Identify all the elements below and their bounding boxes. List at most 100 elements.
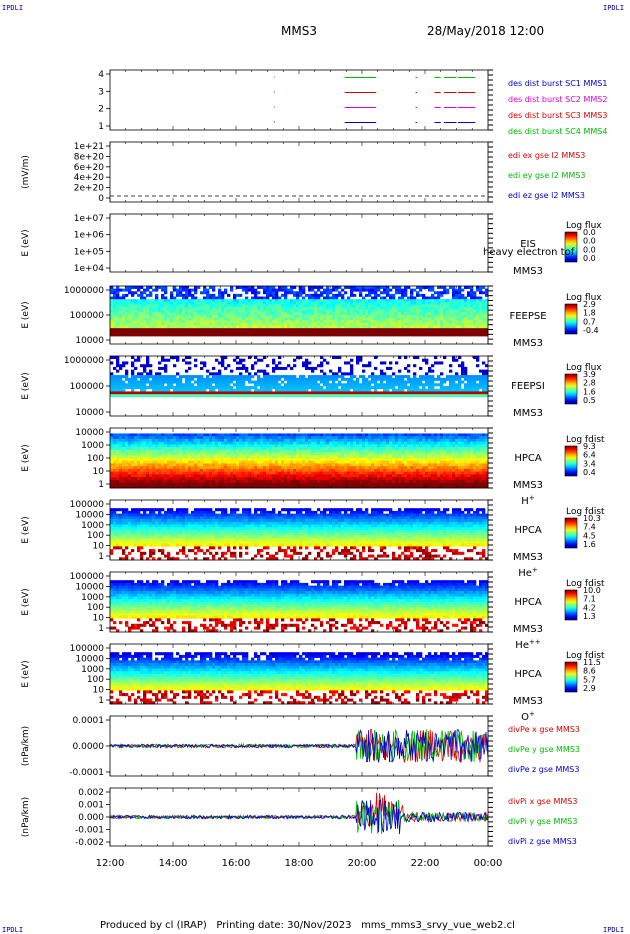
feeps_e-cell [380,304,384,308]
feeps_i-cell [302,391,306,395]
hpca_h-cell [161,458,165,462]
feeps_e-cell [317,299,321,303]
feeps_e-cell [116,320,120,324]
feeps_e-cell [236,320,240,324]
feeps_e-cell [386,288,390,292]
hpca_h-cell [158,447,162,451]
feeps_i-cell [452,383,456,387]
hpca_h-cell [248,447,252,451]
feeps_i-cell [200,375,204,379]
hpca_h-cell [296,438,300,442]
feeps_e-cell [416,301,420,305]
feeps_e-cell [296,307,300,311]
hpca_h-cell [173,438,177,442]
feeps_e-cell [266,328,270,332]
hpca_h-cell [119,458,123,462]
feeps_e-cell [404,288,408,292]
feeps_e-cell [176,312,180,316]
feeps_i-cell [230,394,234,398]
feeps_i-cell [461,369,465,373]
hpca_h-cell [215,447,219,451]
hpca_h-cell [152,477,156,481]
hpca_h-cell [194,433,198,437]
feeps_e-cell [443,317,447,321]
feeps_e-cell [131,325,135,329]
hpca_h-cell [179,468,183,472]
feeps_e-cell [386,304,390,308]
hpca_h-cell [272,433,276,437]
feeps_e-cell [242,312,246,316]
feeps_e-cell [311,309,315,313]
feeps_e-cell [206,320,210,324]
feeps_i-cell [467,386,471,390]
feeps_i-cell [461,375,465,379]
feeps_e-cell [359,307,363,311]
feeps_i-cell [305,391,309,395]
feeps_e-cell [416,299,420,303]
feeps_e-cell [425,325,429,329]
feeps_e-cell [221,320,225,324]
feeps_e-cell [131,312,135,316]
feeps_e-cell [248,312,252,316]
feeps_e-cell [311,320,315,324]
feeps_e-cell [218,312,222,316]
feeps_e-cell [260,330,264,334]
feeps_e-cell [365,293,369,297]
feeps_e-cell [119,322,123,326]
feeps_i-cell [407,364,411,368]
feeps_e-cell [293,286,297,289]
feeps_i-cell [314,366,318,370]
hpca_h-cell [143,438,147,442]
feeps_e-cell [326,330,330,334]
feeps_i-cell [458,391,462,395]
feeps_e-cell [371,325,375,329]
spacecraft-title: MMS3 [281,24,317,38]
feeps_i-cell [245,377,249,381]
feeps_i-cell [407,391,411,395]
hpca_h-cell [269,479,273,483]
feeps_i-cell [302,364,306,368]
hpca_h-cell [134,479,138,483]
hpca_h-cell [113,477,117,481]
feeps_i-cell [242,394,246,398]
hpca_h-cell [248,482,252,486]
hpca_h-cell [197,479,201,483]
feeps_i-cell [128,383,132,387]
feeps_i-cell [137,394,141,398]
feeps_e-cell [203,312,207,316]
hpca_h-cell [119,433,123,437]
feeps_e-cell [164,299,168,303]
hpca_h-cell [209,444,213,448]
feeps_i-cell [326,394,330,398]
hpca_h-cell [251,460,255,464]
feeps_e-cell [326,293,330,297]
hpca_h-cell [230,449,234,453]
hpca_h-cell [173,441,177,445]
feeps_e-ylabel: E (eV) [21,301,31,328]
hpca_h-cell [242,441,246,445]
feeps_e-cell [266,301,270,305]
feeps_i-cell [170,383,174,387]
feeps_i-cell [227,377,231,381]
feeps_e-cell [284,293,288,297]
feeps_e-cell [302,291,306,295]
feeps_i-cell [128,380,132,384]
feeps_e-cell [374,299,378,303]
feeps_e-cell [335,330,339,334]
feeps_i-cell [410,383,414,387]
feeps_i-cell [230,375,234,379]
hpca_h-cell [191,477,195,481]
feeps_i-cell [125,369,129,373]
feeps_e-cell [368,312,372,316]
feeps_i-cell [278,377,282,381]
hpca_h-cell [128,436,132,440]
hpca_h-cell [125,468,129,472]
feeps_e-cell [125,322,129,326]
feeps_e-cell [191,288,195,292]
feeps_e-cell [470,322,474,326]
feeps_i-cell [374,366,378,370]
hpca_h-cell [179,463,183,467]
feeps_e-cell [146,325,150,329]
feeps_i-cell [206,375,210,379]
feeps_e-cell [299,325,303,329]
